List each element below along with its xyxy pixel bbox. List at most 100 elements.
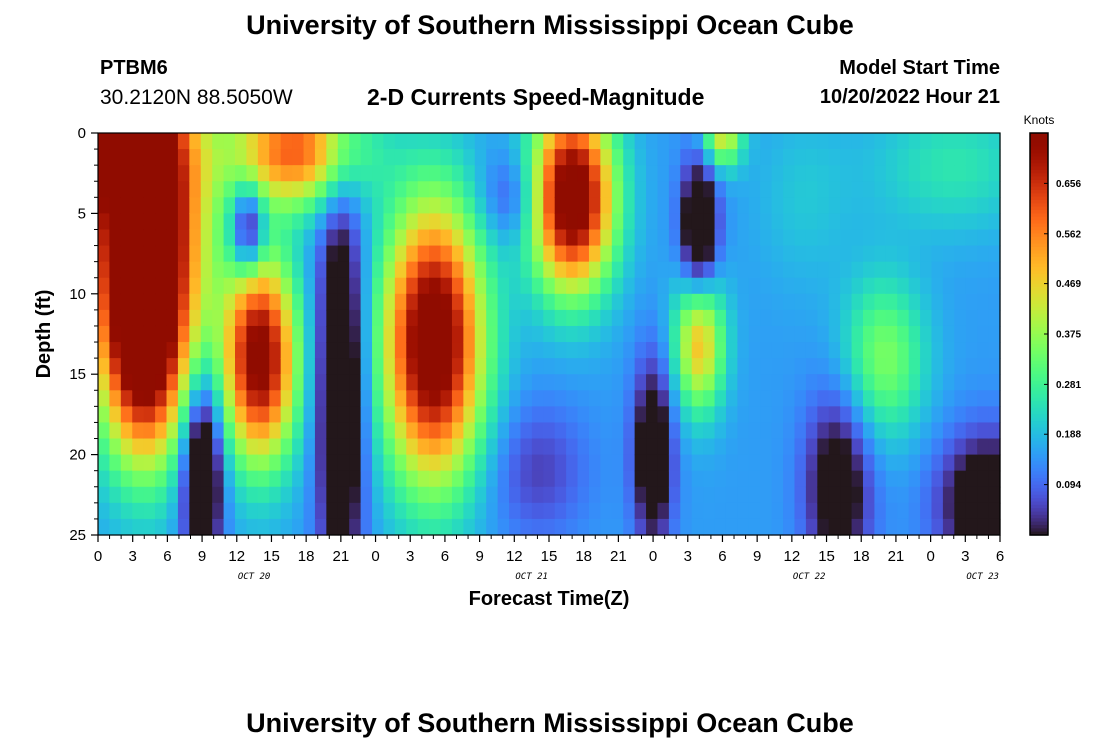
heatmap-cell <box>337 438 350 456</box>
heatmap-cell <box>623 293 636 311</box>
heatmap-cell <box>337 502 350 520</box>
heatmap-cell <box>657 277 670 295</box>
heatmap-cell <box>646 325 659 343</box>
heatmap-cell <box>977 374 990 391</box>
heatmap-cell <box>885 133 898 150</box>
heatmap-cell <box>691 261 704 279</box>
colorbar-swatch <box>1030 203 1048 208</box>
heatmap-cell <box>577 245 590 263</box>
heatmap-cell <box>748 293 761 311</box>
heatmap-cell <box>212 502 225 520</box>
heatmap-cell <box>828 502 841 520</box>
heatmap-cell <box>383 518 396 536</box>
heatmap-cell <box>235 374 248 391</box>
heatmap-cell <box>303 422 316 440</box>
heatmap-cell <box>509 454 522 472</box>
heatmap-cell <box>965 486 978 504</box>
heatmap-cell <box>155 422 168 440</box>
heatmap-cell <box>235 406 248 424</box>
heatmap-cell <box>851 133 864 150</box>
heatmap-cell <box>406 422 419 440</box>
heatmap-cell <box>725 229 738 247</box>
heatmap-cell <box>543 454 556 472</box>
heatmap-cell <box>509 181 522 198</box>
heatmap-cell <box>783 518 796 536</box>
heatmap-cell <box>714 374 727 391</box>
heatmap-cell <box>280 325 293 343</box>
heatmap-cell <box>623 149 636 166</box>
heatmap-cell <box>600 309 613 327</box>
heatmap-cell <box>257 309 270 327</box>
heatmap-cell <box>931 245 944 263</box>
heatmap-cell <box>360 454 373 472</box>
heatmap-cell <box>577 406 590 424</box>
heatmap-cell <box>451 390 464 407</box>
heatmap-cell <box>805 149 818 166</box>
heatmap-cell <box>417 181 430 198</box>
heatmap-cell <box>257 358 270 375</box>
heatmap-cell <box>417 277 430 295</box>
heatmap-cell <box>554 277 567 295</box>
heatmap-cell <box>177 149 190 166</box>
heatmap-cell <box>235 277 248 295</box>
heatmap-cell <box>942 133 955 150</box>
heatmap-cell <box>189 261 202 279</box>
heatmap-cell <box>326 261 339 279</box>
heatmap-cell <box>509 325 522 343</box>
heatmap-cell <box>954 486 967 504</box>
heatmap-cell <box>977 502 990 520</box>
colorbar-swatch <box>1030 350 1048 355</box>
heatmap-cell <box>588 390 601 407</box>
heatmap-cell <box>166 422 179 440</box>
heatmap-cell <box>691 470 704 488</box>
heatmap-cell <box>760 293 773 311</box>
heatmap-cell <box>737 502 750 520</box>
heatmap-cell <box>360 213 373 231</box>
heatmap-cell <box>748 486 761 504</box>
heatmap-cell <box>668 133 681 150</box>
heatmap-cell <box>451 325 464 343</box>
heatmap-cell <box>840 133 853 150</box>
heatmap-cell <box>98 325 111 343</box>
heatmap-cell <box>634 245 647 263</box>
heatmap-cell <box>703 213 716 231</box>
heatmap-cell <box>725 374 738 391</box>
heatmap-cell <box>372 438 385 456</box>
heatmap-cell <box>531 422 544 440</box>
heatmap-cell <box>349 229 362 247</box>
heatmap-cell <box>451 374 464 391</box>
heatmap-cell <box>794 502 807 520</box>
heatmap-cell <box>520 518 533 536</box>
heatmap-cell <box>486 422 499 440</box>
heatmap-cell <box>634 438 647 456</box>
heatmap-cell <box>189 390 202 407</box>
heatmap-cell <box>143 309 156 327</box>
heatmap-cell <box>805 277 818 295</box>
heatmap-cell <box>611 486 624 504</box>
heatmap-cell <box>120 390 133 407</box>
heatmap-cell <box>486 454 499 472</box>
heatmap-cell <box>303 518 316 536</box>
heatmap-cell <box>988 245 1001 263</box>
heatmap-cell <box>440 197 453 214</box>
day-label: OCT 23 <box>966 572 999 582</box>
heatmap-cell <box>109 165 122 182</box>
heatmap-cell <box>223 149 236 166</box>
heatmap-cell <box>977 197 990 214</box>
heatmap-cell <box>200 454 213 472</box>
heatmap-cell <box>463 197 476 214</box>
heatmap-cell <box>851 422 864 440</box>
heatmap-cell <box>132 277 145 295</box>
heatmap-cell <box>783 502 796 520</box>
heatmap-cell <box>737 518 750 536</box>
heatmap-cell <box>531 181 544 198</box>
heatmap-cell <box>189 422 202 440</box>
heatmap-cell <box>143 245 156 263</box>
heatmap-cell <box>497 438 510 456</box>
heatmap-cell <box>406 406 419 424</box>
heatmap-cell <box>520 374 533 391</box>
heatmap-cell <box>326 133 339 150</box>
heatmap-cell <box>988 133 1001 150</box>
heatmap-cell <box>394 422 407 440</box>
heatmap-cell <box>611 374 624 391</box>
